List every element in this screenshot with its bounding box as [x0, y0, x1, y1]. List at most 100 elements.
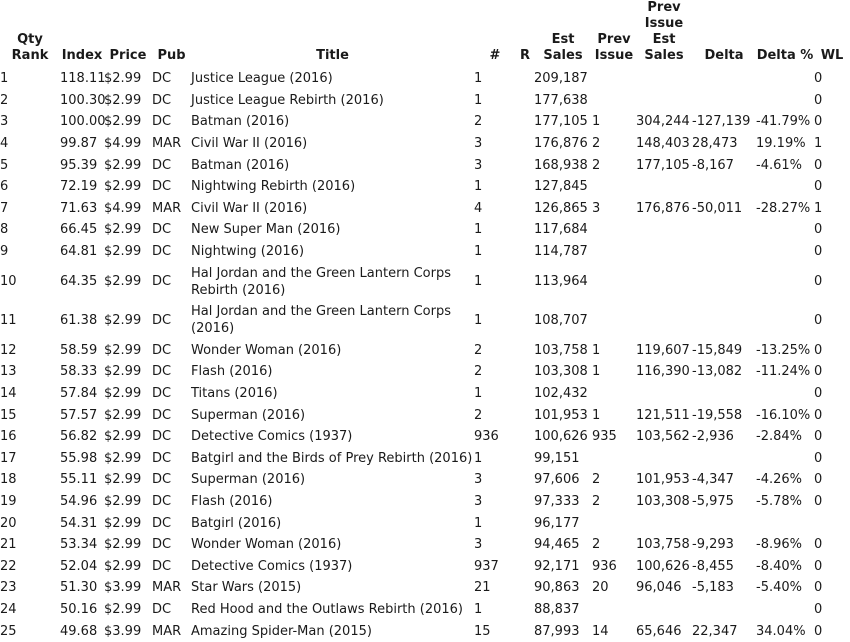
cell-prev_issue_est_sales [636, 219, 692, 241]
cell-pub: DC [152, 515, 172, 531]
cell-delta_pct [756, 262, 814, 301]
table-row: 3 100.00 $2.99 DC Batman (2016) 2 177,105 1 304,… [0, 111, 850, 133]
cell-issue_num: 1 [474, 71, 483, 87]
cell-prev_issue: 2 [592, 157, 601, 173]
cell-prev_issue: 2 [592, 537, 601, 553]
cell-index: 49.68 [60, 623, 98, 639]
cell-est_sales: 101,953 [534, 407, 588, 423]
cell-wl [814, 512, 850, 534]
cell-wl: 0 [814, 157, 823, 173]
cell-pub: DC [152, 222, 172, 238]
cell-index: 55.98 [60, 450, 98, 466]
table-row: 7 71.63 $4.99 MAR Civil War II (2016) 4 126,86… [0, 198, 850, 220]
cell-est_sales: 92,171 [534, 558, 580, 574]
cell-wl: 0 [814, 312, 823, 328]
cell-prev_issue: 935 [592, 429, 617, 445]
cell-reorder [516, 448, 534, 470]
cell-reorder [516, 491, 534, 513]
cell-qty_rank: 4 [0, 136, 9, 152]
cell-reorder [516, 534, 534, 556]
cell-delta [692, 301, 756, 340]
cell-pub: DC [152, 274, 172, 290]
cell-est_sales: 90,863 [534, 580, 580, 596]
cell-delta: -8,455 [692, 558, 734, 574]
cell-prev_issue_est_sales: 121,511 [636, 407, 690, 423]
table-row: 20 54.31 $2.99 DC Batgirl (2016) 1 96,177 [0, 512, 850, 534]
cell-qty_rank: 16 [0, 429, 17, 445]
cell-index: 51.30 [60, 580, 98, 596]
cell-delta [692, 176, 756, 198]
cell-qty_rank: 22 [0, 558, 17, 574]
cell-price: $2.99 [104, 472, 142, 488]
cell-pub: DC [152, 472, 172, 488]
cell-delta_pct [756, 68, 814, 90]
cell-reorder [516, 219, 534, 241]
cell-price: $2.99 [104, 114, 142, 130]
cell-title: Titans (2016) [191, 386, 278, 402]
table-row: 14 57.84 $2.99 DC Titans (2016) 1 102,432 0 [0, 383, 850, 405]
table-row: 15 57.57 $2.99 DC Superman (2016) 2 101,953 1 12… [0, 404, 850, 426]
cell-issue_num: 1 [474, 222, 483, 238]
cell-issue_num: 1 [474, 450, 483, 466]
cell-reorder [516, 599, 534, 621]
table-row: 12 58.59 $2.99 DC Wonder Woman (2016) 2 103,75… [0, 340, 850, 362]
cell-delta_pct: -16.10% [756, 407, 811, 423]
cell-wl: 0 [814, 450, 823, 466]
cell-wl: 0 [814, 244, 823, 260]
cell-pub: DC [152, 601, 172, 617]
cell-prev_issue_est_sales: 119,607 [636, 342, 690, 358]
cell-reorder [516, 340, 534, 362]
cell-price: $2.99 [104, 312, 142, 328]
cell-pub: DC [152, 558, 172, 574]
cell-delta_pct: -4.61% [756, 157, 802, 173]
cell-price: $2.99 [104, 558, 142, 574]
cell-issue_num: 21 [474, 580, 491, 596]
cell-qty_rank: 19 [0, 493, 17, 509]
cell-delta: -13,082 [692, 364, 743, 380]
cell-title: Batman (2016) [191, 114, 290, 130]
table-row: 17 55.98 $2.99 DC Batgirl and the Birds of P… [0, 448, 850, 470]
cell-delta_pct: -5.78% [756, 493, 802, 509]
cell-qty_rank: 9 [0, 244, 9, 260]
cell-qty_rank: 12 [0, 342, 17, 358]
cell-delta_pct: -8.40% [756, 558, 802, 574]
header-index: Index [61, 48, 103, 63]
cell-qty_rank: 23 [0, 580, 17, 596]
cell-pub: MAR [152, 136, 182, 152]
cell-est_sales: 103,308 [534, 364, 588, 380]
cell-reorder [516, 198, 534, 220]
cell-delta [692, 262, 756, 301]
table-row: 24 50.16 $2.99 DC Red Hood and the Outlaws R… [0, 599, 850, 621]
cell-issue_num: 3 [474, 157, 483, 173]
cell-est_sales: 88,837 [534, 601, 580, 617]
cell-delta_pct [756, 301, 814, 340]
cell-issue_num: 1 [474, 179, 483, 195]
cell-wl: 0 [814, 601, 823, 617]
cell-delta: -50,011 [692, 200, 743, 216]
cell-title: Flash (2016) [191, 493, 273, 509]
cell-delta [692, 599, 756, 621]
cell-prev_issue: 2 [592, 136, 601, 152]
cell-qty_rank: 7 [0, 200, 9, 216]
cell-prev_issue: 2 [592, 472, 601, 488]
cell-est_sales: 176,876 [534, 136, 588, 152]
cell-delta_pct [756, 90, 814, 112]
cell-price: $3.99 [104, 623, 142, 639]
cell-pub: DC [152, 312, 172, 328]
cell-prev_issue [592, 383, 636, 405]
cell-index: 66.45 [60, 222, 98, 238]
cell-delta [692, 68, 756, 90]
cell-prev_issue_est_sales: 100,626 [636, 558, 690, 574]
cell-title: Batgirl (2016) [191, 515, 282, 531]
cell-qty_rank: 24 [0, 601, 17, 617]
cell-pub: DC [152, 407, 172, 423]
cell-price: $2.99 [104, 274, 142, 290]
cell-est_sales: 177,638 [534, 92, 588, 108]
cell-index: 50.16 [60, 601, 98, 617]
header-reorder: R [519, 48, 530, 63]
cell-title: Wonder Woman (2016) [191, 342, 342, 358]
cell-prev_issue_est_sales [636, 383, 692, 405]
cell-title: Wonder Woman (2016) [191, 537, 342, 553]
cell-qty_rank: 13 [0, 364, 17, 380]
cell-wl: 0 [814, 472, 823, 488]
